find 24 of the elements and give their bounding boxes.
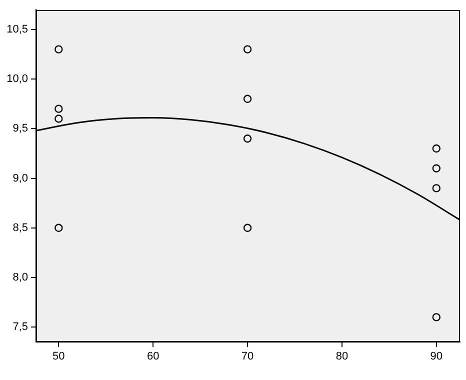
point [54, 114, 63, 123]
y-tick-label: 7,5 [12, 321, 28, 334]
y-tick-label: 10,0 [6, 73, 28, 86]
x-tick-label: 50 [52, 350, 65, 363]
y-tick-label: 8,5 [12, 222, 28, 234]
point [54, 104, 63, 113]
point [432, 313, 440, 322]
y-tick-label: 9,5 [12, 122, 28, 135]
x-tick-label: 70 [241, 350, 254, 363]
point [54, 45, 63, 54]
point [243, 94, 252, 103]
point [243, 134, 252, 143]
point [432, 164, 440, 172]
point [243, 45, 252, 54]
y-tick-label: 10,5 [6, 23, 28, 36]
point [243, 224, 252, 232]
x-tick-label: 80 [336, 350, 348, 363]
x-tick-label: 60 [146, 350, 160, 363]
point [432, 184, 440, 192]
point [432, 144, 440, 153]
point [54, 224, 63, 232]
y-tick-label: 9,0 [12, 172, 28, 184]
y-tick-label: 8,0 [12, 272, 28, 284]
x-tick-label: 90 [430, 350, 443, 363]
